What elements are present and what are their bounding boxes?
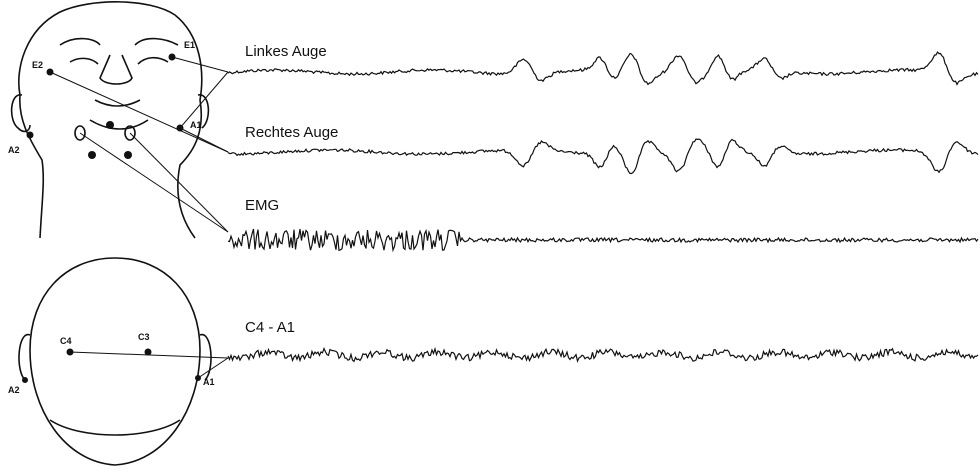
eye-left <box>69 57 99 65</box>
electrode <box>88 151 96 159</box>
electrode-label: E2 <box>32 60 43 70</box>
trace-label: Rechtes Auge <box>245 124 338 141</box>
trace-label: EMG <box>245 197 279 214</box>
lead-wire <box>179 127 229 153</box>
waveform <box>227 346 979 363</box>
electrode <box>124 151 132 159</box>
right-ear <box>197 94 210 129</box>
electrode <box>106 121 114 129</box>
brow-right <box>134 37 179 46</box>
lead-wire <box>197 357 229 379</box>
lead-wire <box>171 56 229 73</box>
face-outline <box>18 1 203 239</box>
electrode <box>26 131 34 139</box>
electrode <box>22 377 28 383</box>
waveform <box>227 51 979 86</box>
electrode <box>144 348 152 356</box>
electrode-label: C3 <box>138 332 150 342</box>
chin-electrode-outline <box>74 125 86 141</box>
lead-wire <box>69 351 229 359</box>
electrode-label: A2 <box>8 145 20 155</box>
head-outline <box>29 257 201 466</box>
nose <box>99 54 133 85</box>
trace-label: C4 - A1 <box>245 319 295 336</box>
electrode-label: C4 <box>60 336 72 346</box>
left-ear <box>18 334 31 381</box>
left-ear <box>10 94 31 133</box>
mouth <box>94 99 141 107</box>
chin-electrode-outline <box>124 125 136 141</box>
brow-left <box>59 37 101 46</box>
electrode-label: A1 <box>203 377 215 387</box>
chin <box>89 119 149 130</box>
head-top-drawing: C4 C3 A2 A1 <box>8 257 229 466</box>
neck <box>49 419 181 436</box>
lead-wire <box>179 71 229 129</box>
electrode-label: A1 <box>190 120 202 130</box>
lead-wire <box>49 71 229 153</box>
waveform <box>227 228 979 253</box>
waveform <box>227 138 979 175</box>
right-ear <box>199 334 212 381</box>
trace-label: Linkes Auge <box>245 43 327 60</box>
face-drawing: E1 E2 A1 A2 <box>8 1 229 239</box>
electrode-label: E1 <box>184 40 195 50</box>
lead-wire <box>79 132 229 233</box>
electrode-label: A2 <box>8 385 20 395</box>
eye-right <box>137 56 169 65</box>
lead-wire <box>129 132 229 233</box>
